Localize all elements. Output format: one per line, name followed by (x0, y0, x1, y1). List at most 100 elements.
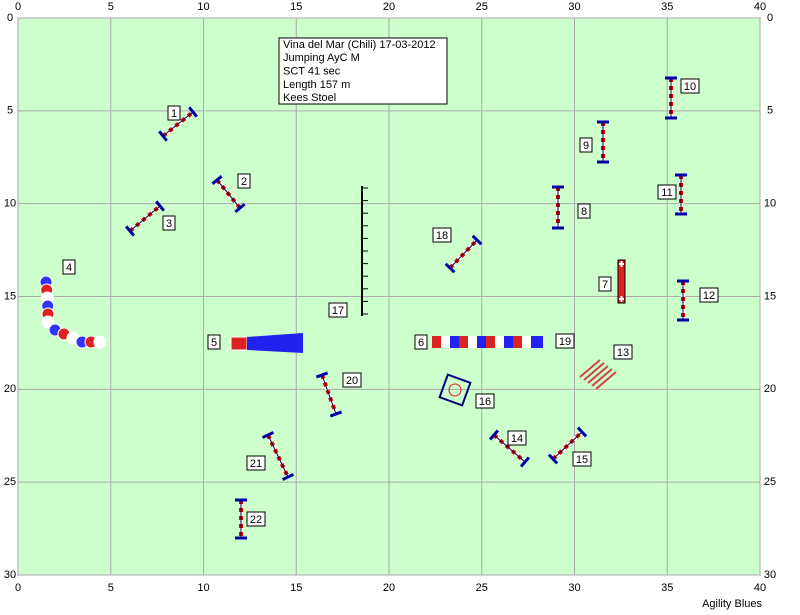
x-tick-label: 40 (754, 582, 766, 594)
jump-wing (155, 200, 165, 212)
number-box (432, 227, 452, 243)
y-tick-label: 10 (764, 198, 776, 210)
obstacle-number: 8 (581, 206, 587, 218)
obstacle-number: 3 (166, 218, 172, 230)
number-box (475, 393, 495, 409)
y-tick-label: 0 (7, 12, 13, 24)
number-box (246, 455, 266, 471)
tunnel-segment (441, 336, 450, 348)
jump-wing (547, 453, 559, 465)
number-box (613, 344, 633, 360)
jump-bar (493, 434, 526, 463)
obstacle-number: 4 (66, 262, 72, 274)
x-tick-label: 35 (661, 1, 673, 13)
broad-jump (579, 359, 601, 378)
obstacle-number: 10 (684, 81, 696, 93)
y-tick-label: 0 (767, 12, 773, 24)
tunnel-segment (486, 336, 495, 348)
y-tick-label: 15 (4, 290, 16, 302)
obstacle-number: 13 (617, 347, 629, 359)
jump-bar (552, 431, 583, 460)
x-tick-label: 10 (197, 1, 209, 13)
number-box (699, 287, 719, 303)
number-box (680, 78, 700, 94)
tunnel-segment (477, 336, 486, 348)
tunnel-segment (468, 336, 477, 348)
chute-cloth (247, 333, 303, 353)
y-tick-label: 25 (764, 476, 776, 488)
obstacle-number: 22 (250, 514, 262, 526)
wall-cross (619, 296, 624, 302)
number-box (579, 137, 593, 153)
jump-bar (267, 434, 289, 478)
info-line: Vina del Mar (Chili) 17-03-2012 (283, 39, 436, 51)
x-tick-label: 15 (290, 582, 302, 594)
y-tick-label: 20 (4, 383, 16, 395)
obstacle-number: 18 (436, 230, 448, 242)
x-tick-label: 10 (197, 582, 209, 594)
x-tick-label: 25 (476, 1, 488, 13)
y-tick-label: 15 (764, 290, 776, 302)
number-box (598, 276, 612, 292)
tunnel-segment (513, 336, 522, 348)
info-box (278, 37, 448, 105)
number-box (414, 334, 428, 350)
jump-wing (234, 203, 246, 213)
y-tick-label: 10 (4, 198, 16, 210)
obstacle-number: 7 (602, 279, 608, 291)
x-tick-label: 30 (568, 582, 580, 594)
number-box (62, 259, 76, 275)
jump-bar (321, 374, 337, 415)
broad-jump (583, 362, 605, 381)
jump-wing (329, 410, 343, 418)
tunnel-segment (450, 336, 459, 348)
number-box (207, 334, 221, 350)
number-box (507, 430, 527, 446)
obstacle-number: 20 (346, 375, 358, 387)
info-line: Kees Stoel (283, 92, 336, 104)
obstacle-number: 15 (576, 454, 588, 466)
tunnel-segment (495, 336, 504, 348)
chute (230, 336, 248, 351)
jump-wing (488, 429, 500, 441)
tunnel-segment (540, 336, 543, 348)
x-tick-label: 0 (15, 582, 21, 594)
number-box (577, 203, 591, 219)
obstacle-number: 1 (171, 108, 177, 120)
jump-wing (281, 473, 295, 481)
number-box (572, 451, 592, 467)
info-line: Jumping AyC M (283, 52, 360, 64)
y-tick-label: 5 (7, 105, 13, 117)
jump-bar (129, 205, 161, 232)
obstacle-number: 6 (418, 337, 424, 349)
obstacle-number: 21 (250, 458, 262, 470)
jump-wing (576, 426, 588, 438)
jump-wing (471, 234, 483, 246)
number-box (167, 105, 181, 121)
obstacle-number: 14 (511, 433, 523, 445)
footer: Agility Blues (702, 598, 762, 610)
wall (617, 259, 626, 304)
number-box (342, 372, 362, 388)
obstacle-number: 2 (241, 176, 247, 188)
x-tick-label: 5 (108, 1, 114, 13)
broad-jump (587, 365, 609, 384)
info-line: SCT 41 sec (283, 66, 341, 78)
jump-wing (261, 431, 275, 439)
obstacle-number: 17 (332, 305, 344, 317)
jump-wing (519, 456, 531, 468)
tunnel-segment (459, 336, 468, 348)
jump-bar (162, 111, 194, 137)
tunnel-segment (432, 336, 441, 348)
obstacle-number: 12 (703, 290, 715, 302)
tunnel-segment (504, 336, 513, 348)
jump-wing (315, 371, 329, 379)
broad-jump (595, 371, 617, 390)
x-tick-label: 5 (108, 582, 114, 594)
broad-jump (591, 368, 613, 387)
jump-wing (158, 130, 168, 142)
number-box (555, 333, 575, 349)
obstacle-number: 5 (211, 337, 217, 349)
table-center (448, 383, 462, 397)
x-tick-label: 0 (15, 1, 21, 13)
